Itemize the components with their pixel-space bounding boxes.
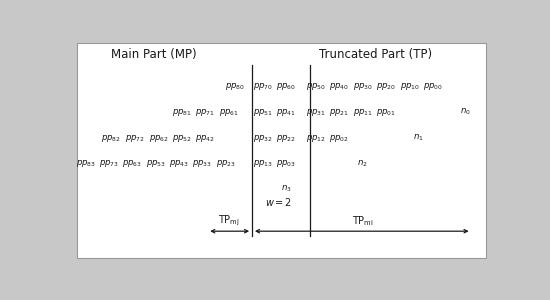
FancyBboxPatch shape xyxy=(77,43,486,258)
Text: $pp_{30}$: $pp_{30}$ xyxy=(353,81,373,92)
Text: $n_3$: $n_3$ xyxy=(280,183,292,194)
Text: $\mathrm{TP_{mi}}$: $\mathrm{TP_{mi}}$ xyxy=(352,214,374,228)
Text: $n_2$: $n_2$ xyxy=(358,158,368,169)
Text: $w = 2$: $w = 2$ xyxy=(265,196,292,208)
Text: $pp_{13}$: $pp_{13}$ xyxy=(252,158,273,169)
Text: $pp_{71}$: $pp_{71}$ xyxy=(195,107,215,118)
Text: $pp_{73}$: $pp_{73}$ xyxy=(99,158,119,169)
Text: $pp_{12}$: $pp_{12}$ xyxy=(306,133,326,144)
Text: $pp_{61}$: $pp_{61}$ xyxy=(218,107,239,118)
Text: $pp_{11}$: $pp_{11}$ xyxy=(353,107,373,118)
Text: $pp_{62}$: $pp_{62}$ xyxy=(149,133,169,144)
Text: $pp_{01}$: $pp_{01}$ xyxy=(376,107,397,118)
Text: $pp_{60}$: $pp_{60}$ xyxy=(276,81,296,92)
Text: $n_1$: $n_1$ xyxy=(413,133,424,143)
Text: $pp_{40}$: $pp_{40}$ xyxy=(329,81,349,92)
Text: $pp_{42}$: $pp_{42}$ xyxy=(195,133,215,144)
Text: $pp_{53}$: $pp_{53}$ xyxy=(146,158,166,169)
Text: $pp_{32}$: $pp_{32}$ xyxy=(252,133,273,144)
Text: $pp_{33}$: $pp_{33}$ xyxy=(191,158,212,169)
Text: $pp_{02}$: $pp_{02}$ xyxy=(329,133,349,144)
Text: $pp_{52}$: $pp_{52}$ xyxy=(172,133,192,144)
Text: $pp_{43}$: $pp_{43}$ xyxy=(169,158,189,169)
Text: $pp_{22}$: $pp_{22}$ xyxy=(276,133,296,144)
Text: $pp_{72}$: $pp_{72}$ xyxy=(125,133,145,144)
Text: $pp_{82}$: $pp_{82}$ xyxy=(101,133,122,144)
Text: $pp_{63}$: $pp_{63}$ xyxy=(122,158,142,169)
Text: Truncated Part (TP): Truncated Part (TP) xyxy=(319,48,432,61)
Text: $pp_{70}$: $pp_{70}$ xyxy=(252,81,273,92)
Text: $pp_{23}$: $pp_{23}$ xyxy=(216,158,236,169)
Text: $pp_{20}$: $pp_{20}$ xyxy=(376,81,397,92)
Text: $pp_{50}$: $pp_{50}$ xyxy=(306,81,326,92)
Text: $pp_{83}$: $pp_{83}$ xyxy=(76,158,96,169)
Text: $pp_{80}$: $pp_{80}$ xyxy=(225,81,245,92)
Text: $\mathrm{TP_{mj}}$: $\mathrm{TP_{mj}}$ xyxy=(218,214,240,228)
Text: $pp_{41}$: $pp_{41}$ xyxy=(276,107,296,118)
Text: $pp_{31}$: $pp_{31}$ xyxy=(306,107,326,118)
Text: $pp_{03}$: $pp_{03}$ xyxy=(276,158,296,169)
Text: $pp_{81}$: $pp_{81}$ xyxy=(172,107,192,118)
Text: $pp_{00}$: $pp_{00}$ xyxy=(423,81,443,92)
Text: $pp_{51}$: $pp_{51}$ xyxy=(252,107,273,118)
Text: $n_0$: $n_0$ xyxy=(460,107,471,118)
Text: $pp_{10}$: $pp_{10}$ xyxy=(400,81,420,92)
Text: Main Part (MP): Main Part (MP) xyxy=(111,48,197,61)
Text: $pp_{21}$: $pp_{21}$ xyxy=(329,107,349,118)
